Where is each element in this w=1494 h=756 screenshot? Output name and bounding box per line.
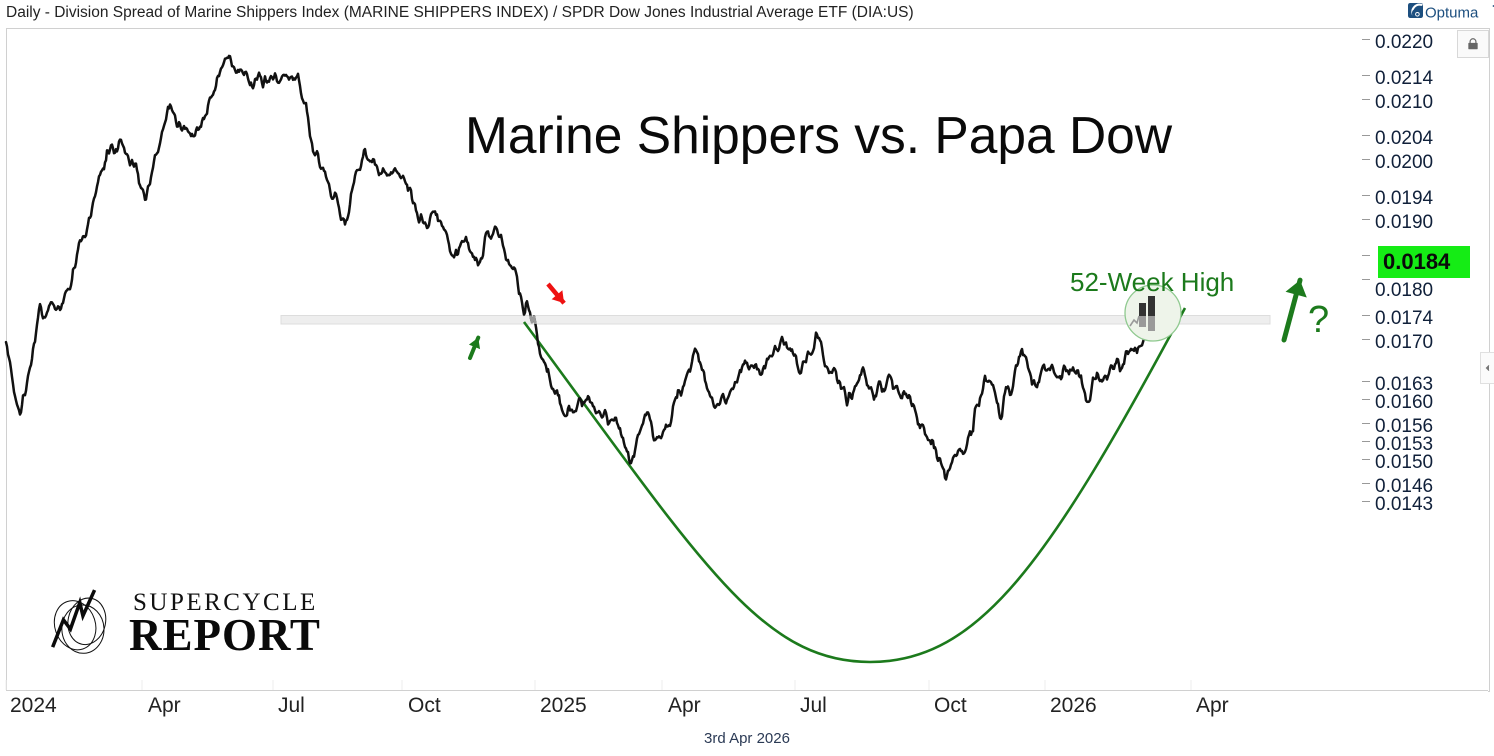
svg-text:REPORT: REPORT (129, 610, 321, 660)
